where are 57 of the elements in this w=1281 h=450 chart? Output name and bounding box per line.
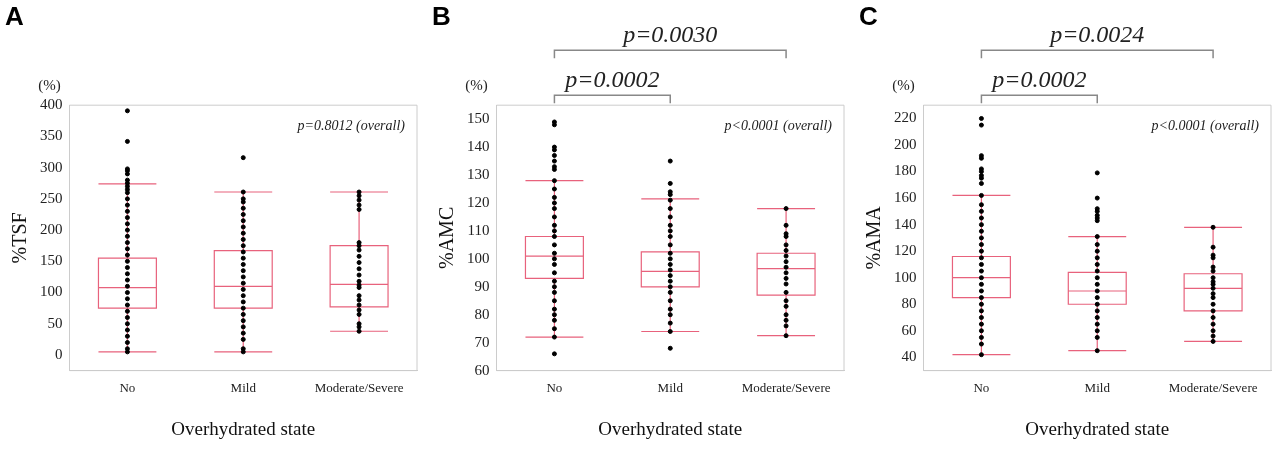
y-tick-label: 350 [40, 127, 63, 144]
y-tick-label: 70 [474, 333, 490, 350]
x-axis-title: Overhydrated state [598, 417, 743, 439]
y-tick-label: 300 [40, 158, 63, 175]
y-tick-label: 40 [901, 348, 917, 365]
y-tick-label: 200 [40, 221, 63, 238]
y-tick-label: 100 [894, 268, 917, 285]
x-tick-label: No [546, 379, 563, 395]
y-tick-label: 220 [894, 109, 917, 126]
x-tick-label: Moderate/Severe [314, 379, 404, 395]
y-tick-label: 60 [474, 361, 490, 378]
text: (%) [38, 76, 61, 94]
annotation: p=0.8012 (overall) [296, 117, 406, 134]
text: p=0.0002 [563, 65, 660, 92]
y-axis-title: %AMC [435, 206, 458, 270]
x-tick-label: Mild [1084, 379, 1111, 395]
y-tick-label: 80 [901, 295, 917, 312]
x-tick-label: Mild [230, 379, 257, 395]
y-tick-label: 150 [40, 252, 63, 269]
y-tick-label: 80 [474, 305, 490, 322]
y-tick-label: 110 [467, 221, 490, 238]
y-tick-label: 400 [40, 96, 63, 113]
x-axis-title: Overhydrated state [1025, 417, 1170, 439]
y-tick-label: 140 [467, 138, 490, 155]
y-tick-label: 180 [894, 162, 917, 179]
y-tick-label: 140 [894, 215, 917, 232]
x-tick-label: Moderate/Severe [1168, 379, 1258, 395]
text: p=0.0024 [1048, 20, 1145, 47]
chart-title: C [859, 0, 878, 31]
y-tick-label: 150 [467, 110, 490, 127]
y-axis-title: %AMA [862, 205, 885, 270]
y-axis-title: %TSF [8, 212, 31, 264]
x-tick-label: No [119, 379, 136, 395]
annotation: p<0.0001 (overall) [723, 117, 833, 134]
y-tick-label: 100 [467, 249, 490, 266]
text: p=0.0030 [621, 20, 718, 47]
annotation: p<0.0001 (overall) [1150, 117, 1260, 134]
y-tick-label: 120 [894, 242, 917, 259]
y-tick-label: 90 [474, 277, 490, 294]
x-axis-title: Overhydrated state [171, 417, 316, 439]
y-tick-label: 130 [467, 165, 490, 182]
x-tick-label: Moderate/Severe [741, 379, 831, 395]
text: (%) [465, 76, 488, 94]
x-tick-label: Mild [657, 379, 684, 395]
y-tick-label: 200 [894, 135, 917, 152]
y-tick-label: 0 [55, 345, 63, 362]
text: p=0.0002 [990, 65, 1087, 92]
x-tick-label: No [973, 379, 990, 395]
chart-title: B [432, 0, 451, 31]
text: (%) [892, 76, 915, 94]
y-tick-label: 100 [40, 283, 63, 300]
chart-title: A [5, 0, 24, 31]
y-tick-label: 60 [901, 321, 917, 338]
y-tick-label: 50 [47, 314, 63, 331]
y-tick-label: 250 [40, 189, 63, 206]
y-tick-label: 120 [467, 193, 490, 210]
y-tick-label: 160 [894, 189, 917, 206]
